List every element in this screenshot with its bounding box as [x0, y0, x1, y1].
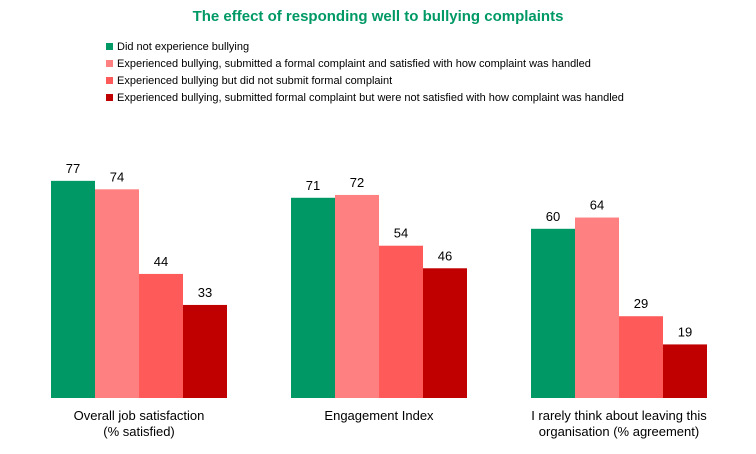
- data-label: 72: [350, 175, 364, 190]
- bar-did-not-experience-2: [531, 228, 575, 398]
- legend-item-complaint-not-satisfied: Experienced bullying, submitted formal c…: [106, 89, 624, 106]
- bar-complaint-not-satisfied-1: [423, 268, 467, 398]
- data-label: 77: [66, 161, 80, 176]
- bar-complaint-not-satisfied-0: [183, 304, 227, 398]
- bar-did-not-experience-0: [51, 180, 95, 398]
- bar-complaint-not-satisfied-2: [663, 344, 707, 398]
- data-label: 74: [110, 169, 124, 184]
- category-label: (% satisfied): [103, 424, 175, 439]
- data-label: 33: [198, 285, 212, 300]
- legend-item-no-complaint: Experienced bullying but did not submit …: [106, 72, 624, 89]
- data-label: 71: [306, 178, 320, 193]
- category-label: Engagement Index: [324, 408, 434, 423]
- legend-item-complaint-satisfied: Experienced bullying, submitted a formal…: [106, 55, 624, 72]
- legend-label: Experienced bullying but did not submit …: [117, 74, 393, 87]
- legend-label: Experienced bullying, submitted a formal…: [117, 57, 591, 70]
- legend-swatch: [106, 77, 113, 84]
- data-label: 46: [438, 248, 452, 263]
- chart-title: The effect of responding well to bullyin…: [192, 8, 564, 25]
- bar-no-complaint-0: [139, 273, 183, 398]
- legend-label: Experienced bullying, submitted formal c…: [117, 91, 624, 104]
- legend-swatch: [106, 60, 113, 67]
- legend-swatch: [106, 94, 113, 101]
- data-label: 60: [546, 209, 560, 224]
- legend-swatch: [106, 43, 113, 50]
- data-label: 44: [154, 254, 168, 269]
- category-label: I rarely think about leaving this: [531, 408, 707, 423]
- data-label: 64: [590, 198, 604, 213]
- bar-no-complaint-2: [619, 316, 663, 398]
- data-label: 29: [634, 296, 648, 311]
- bar-did-not-experience-1: [291, 197, 335, 398]
- category-label: Overall job satisfaction: [74, 408, 205, 423]
- bar-complaint-satisfied-1: [335, 194, 379, 398]
- legend: Did not experience bullying Experienced …: [106, 38, 624, 106]
- data-label: 54: [394, 226, 408, 241]
- bar-complaint-satisfied-0: [95, 189, 139, 398]
- data-label: 19: [678, 324, 692, 339]
- legend-label: Did not experience bullying: [117, 40, 250, 53]
- category-label: organisation (% agreement): [539, 424, 699, 439]
- bar-complaint-satisfied-2: [575, 217, 619, 398]
- legend-item-did-not-experience: Did not experience bullying: [106, 38, 624, 55]
- bar-no-complaint-1: [379, 245, 423, 398]
